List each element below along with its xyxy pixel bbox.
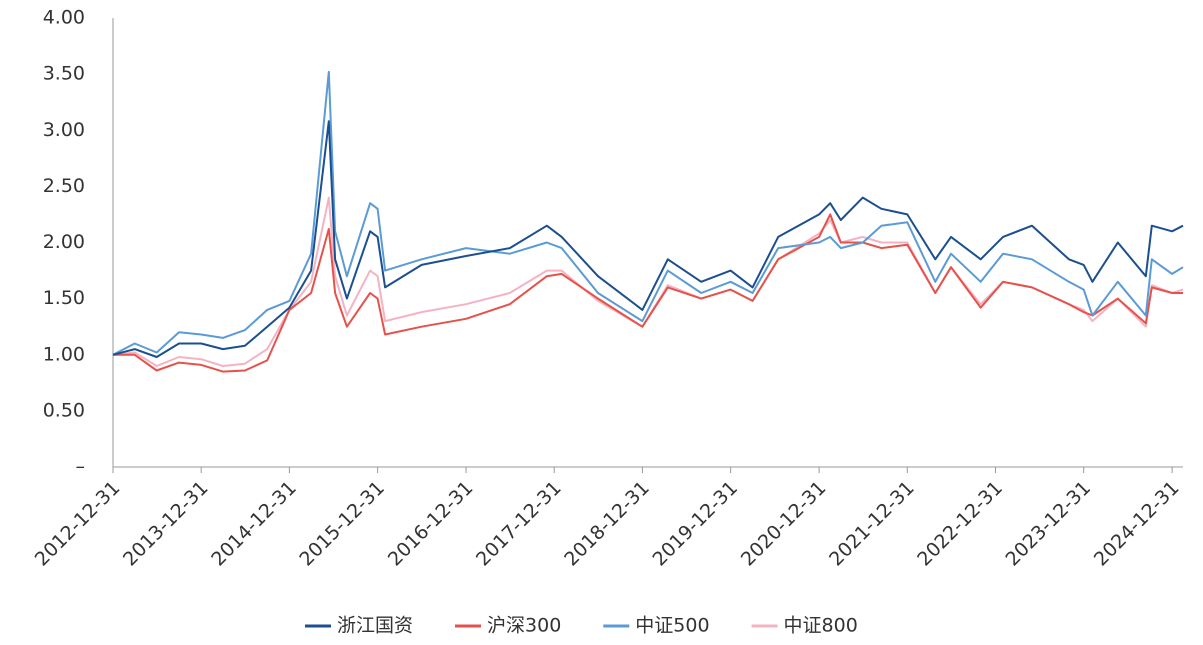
x-tick-label: 2015-12-31 (295, 477, 389, 571)
x-tick-label: 2014-12-31 (207, 477, 301, 571)
y-tick-label: 1.50 (43, 287, 85, 309)
y-tick-label: – (76, 456, 86, 478)
x-tick-label: 2023-12-31 (1001, 477, 1095, 571)
y-tick-label: 3.50 (43, 63, 85, 85)
y-tick-label: 1.00 (43, 343, 85, 365)
x-tick-label: 2018-12-31 (560, 477, 654, 571)
x-tick-label: 2013-12-31 (119, 477, 213, 571)
x-tick-label: 2017-12-31 (472, 477, 566, 571)
x-tick-label: 2021-12-31 (825, 477, 919, 571)
y-tick-label: 2.50 (43, 175, 85, 197)
legend-label: 中证800 (784, 615, 858, 637)
series-line (113, 213, 1183, 373)
x-tick-label: 2016-12-31 (384, 477, 478, 571)
legend-label: 浙江国资 (337, 615, 413, 637)
x-tick-label: 2022-12-31 (913, 477, 1007, 571)
legend-label: 沪深300 (487, 615, 561, 637)
y-tick-label: 0.50 (43, 399, 85, 421)
series-line (112, 120, 1184, 358)
x-tick-label: 2020-12-31 (737, 477, 831, 571)
y-tick-label: 3.00 (43, 119, 85, 141)
series-line (112, 196, 1184, 367)
x-tick-label: 2024-12-31 (1090, 477, 1184, 571)
x-tick-label: 2012-12-31 (31, 477, 125, 571)
x-tick-label: 2019-12-31 (648, 477, 742, 571)
legend-label: 中证500 (635, 615, 709, 637)
series-line (112, 70, 1184, 356)
y-tick-label: 4.00 (43, 7, 85, 29)
y-tick-label: 2.00 (43, 231, 85, 253)
